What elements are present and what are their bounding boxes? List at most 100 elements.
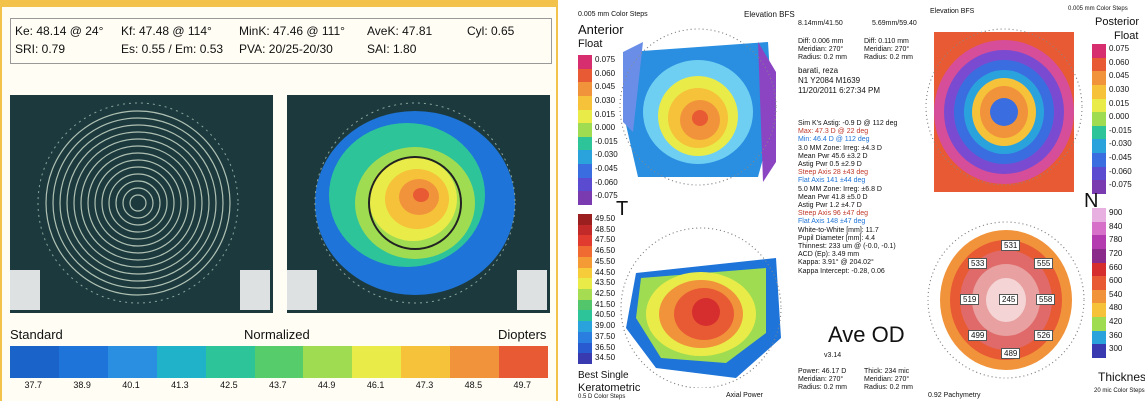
scale-swatch (1092, 112, 1106, 127)
normalized-topography-map (287, 95, 550, 313)
stat-line: ACD (Ep): 3.49 mm (798, 251, 860, 259)
scale-swatch (578, 342, 592, 354)
scale-color-cell (254, 346, 304, 378)
stat-line: Astig Pwr 0.5 ±2.9 D (798, 161, 862, 168)
scale-color-cell (352, 346, 402, 378)
bottom-power-meridian: Meridian: 270° (798, 376, 844, 383)
diff-posterior: Diff: 0.110 mm (864, 38, 909, 45)
thickness-title: Thickness (1098, 370, 1145, 384)
scale-label: 49.50 (595, 214, 616, 223)
cyl-value: Cyl: 0.65 (467, 24, 515, 38)
stat-line: Flat Axis 148 ±47 deg (798, 218, 866, 226)
bottom-thick-meridian: Meridian: 270° (864, 376, 910, 383)
es-em-value: Es: 0.55 / Em: 0.53 (121, 42, 224, 56)
scale-color-cell (58, 346, 109, 378)
scale-label: 40.50 (595, 310, 616, 320)
scale-swatch (1092, 44, 1106, 59)
ave-od-label: Ave OD (828, 322, 905, 347)
scale-label: -0.015 (1109, 125, 1132, 135)
pachy-value-box: 519 (960, 294, 980, 305)
axial-power-map (620, 227, 782, 388)
scale-label: -0.075 (1109, 180, 1132, 190)
scale-label: -0.030 (1109, 139, 1132, 149)
scale-swatch (1092, 289, 1106, 304)
scale-swatch (578, 235, 592, 247)
scale-label: 34.50 (595, 353, 616, 363)
scale-swatch (578, 82, 592, 97)
scale-tick-label: 46.1 (366, 380, 385, 390)
stat-line: Thinnest: 233 um @ (-0.0, -0.1) (798, 243, 896, 250)
scale-swatch (578, 310, 592, 322)
pachy-value-box: 531 (1001, 240, 1021, 251)
scale-label: 44.50 (595, 267, 616, 277)
scale-label: 0.060 (595, 68, 616, 78)
stat-line: Min: 46.4 D @ 112 deg (798, 136, 870, 144)
scale-tick-label: 47.3 (415, 380, 434, 390)
scale-color-cell (499, 346, 549, 378)
scale-label: 300 (1109, 344, 1123, 354)
scale-label: 660 (1109, 262, 1123, 272)
bottom-power: Power: 46.17 D (798, 368, 847, 375)
stat-line: Mean Pwr 41.8 ±5.0 D (798, 193, 868, 201)
scale-label: -0.075 (595, 191, 618, 201)
posterior-elevation-map (925, 28, 1083, 192)
keratometry-header: Ke: 48.14 @ 24° Kf: 47.48 @ 114° MinK: 4… (10, 18, 552, 64)
scale-swatch (1092, 276, 1106, 291)
stat-line: 3.0 MM Zone: Irreg: ±4.3 D (798, 144, 882, 152)
scale-swatch (578, 321, 592, 333)
pachy-value-box: 489 (1001, 348, 1021, 359)
scale-label: 0.045 (1109, 71, 1130, 81)
scale-swatch (1092, 248, 1106, 264)
scale-swatch (1092, 208, 1106, 223)
posterior-bfs-title: Elevation BFS (930, 8, 975, 15)
scale-label: 43.50 (595, 278, 616, 288)
scale-swatch (1092, 153, 1106, 168)
pachy-value-box: 533 (968, 258, 988, 269)
scale-swatch (1092, 57, 1106, 72)
scale-swatch (1092, 330, 1106, 345)
pva-value: PVA: 20/25-20/30 (239, 42, 333, 56)
scale-tick-label: 40.1 (122, 380, 140, 390)
scale-tick-label: 44.9 (317, 380, 336, 390)
keratometric-label: Keratometric (578, 382, 641, 394)
best-single-label: Best Single (578, 370, 629, 381)
scale-swatch (578, 109, 592, 124)
scale-label: 0.075 (1109, 44, 1130, 53)
stat-line: Pupil Diameter [mm]: 4.4 (798, 234, 876, 242)
patient-id: N1 Y2084 M1639 (798, 76, 861, 85)
scale-swatch (578, 246, 592, 258)
stat-line: Steep Axis 28 ±43 deg (798, 169, 869, 177)
scale-label: 41.50 (595, 299, 616, 309)
scale-label: 45.50 (595, 256, 616, 266)
scale-label: 720 (1109, 248, 1123, 258)
diopter-color-scale: 37.7 38.9 40.1 41.3 42.5 43.7 44.9 46.1 47.3 48.5… (10, 346, 549, 392)
scale-swatch (1092, 166, 1106, 181)
scale-swatch (1092, 317, 1106, 332)
scale-label: 0.015 (1109, 98, 1130, 108)
scale-tick-label: 49.7 (513, 380, 532, 390)
scale-label: 39.00 (595, 321, 616, 331)
anterior-unit: 0.005 mm Color Steps (578, 11, 648, 18)
scale-color-cell (107, 346, 158, 378)
radius-posterior: Radius: 0.2 mm (864, 54, 914, 61)
scale-swatch (578, 55, 592, 70)
scale-swatch (578, 68, 592, 83)
orbscan-left-panel: Ke: 48.14 @ 24° Kf: 47.48 @ 114° MinK: 4… (0, 0, 560, 401)
pachy-value-box: 558 (1036, 294, 1056, 305)
scale-swatch (578, 95, 592, 111)
scale-swatch (578, 353, 592, 365)
scale-label: 480 (1109, 303, 1123, 313)
scale-swatch (1092, 344, 1106, 359)
scale-label: -0.030 (595, 150, 618, 160)
scale-label: 47.50 (595, 235, 616, 245)
pachymetry-label: 0.92 Pachymetry (928, 392, 981, 399)
stat-line: Mean Pwr 45.6 ±3.2 D (798, 152, 868, 160)
scale-swatch (578, 224, 592, 236)
posterior-title: Posterior (1095, 16, 1140, 28)
anterior-title: Anterior (578, 22, 624, 37)
scale-swatch (1092, 235, 1106, 250)
stat-line: Steep Axis 96 ±47 deg (798, 210, 869, 218)
keratometric-scale: 49.50 48.50 47.50 46.50 45.50 44.50 43.50 42.50… (578, 214, 618, 365)
scale-label: 36.50 (595, 342, 616, 352)
scale-label: 780 (1109, 235, 1123, 245)
